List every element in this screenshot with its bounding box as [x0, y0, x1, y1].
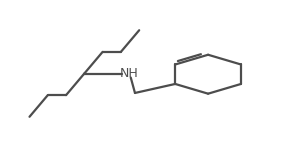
Text: NH: NH: [120, 67, 139, 80]
